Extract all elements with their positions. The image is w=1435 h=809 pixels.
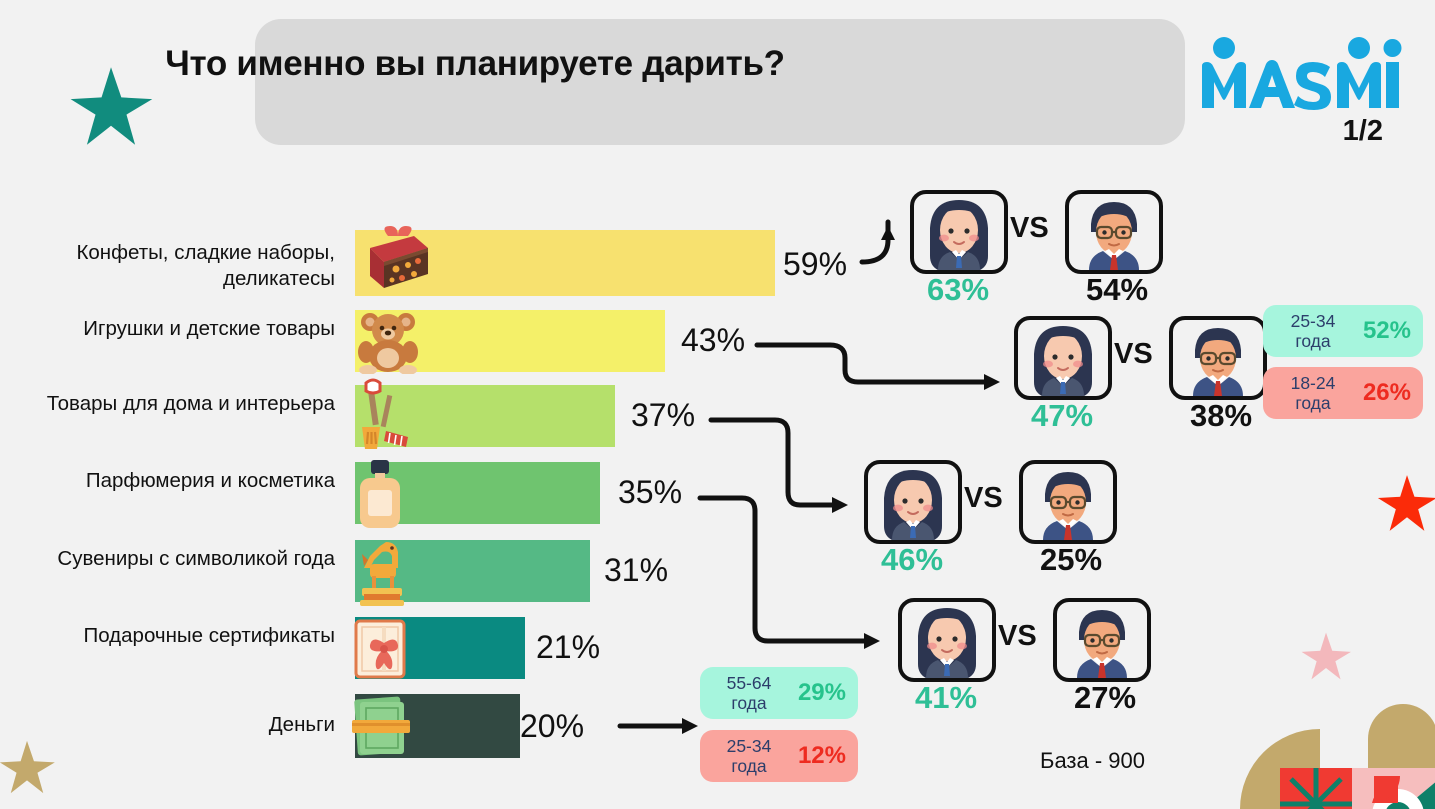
bar-label: Товары для дома и интерьера xyxy=(46,392,335,415)
bar-label: Конфеты, сладкие наборы, деликатесы xyxy=(76,241,335,290)
corner-decoration-graphic xyxy=(1240,704,1435,809)
age-badge-value: 12% xyxy=(797,742,846,769)
page-counter: 1/2 xyxy=(1342,115,1383,147)
teddy-bear-icon xyxy=(358,313,418,374)
vs-label: VS xyxy=(998,620,1037,652)
avatar-female xyxy=(864,460,962,544)
age-badge-toys-pink: 18-24 года 26% xyxy=(1263,367,1423,419)
comparison-female-value: 47% xyxy=(1031,398,1094,433)
avatar-male xyxy=(1065,190,1163,274)
avatar-male xyxy=(1169,316,1267,400)
bar-label: Подарочные сертификаты xyxy=(83,624,336,647)
age-badge-value: 26% xyxy=(1362,379,1411,406)
avatar-male xyxy=(1019,460,1117,544)
avatar-female xyxy=(1014,316,1112,400)
bar-value-6: 20% xyxy=(520,708,585,744)
chocolate-box-icon xyxy=(370,226,428,288)
gift-certificate-icon xyxy=(354,619,406,679)
age-badge-toys-mint: 25-34 года 52% xyxy=(1263,305,1423,357)
bar-value-5: 21% xyxy=(536,629,601,665)
base-note: База - 900 xyxy=(1040,748,1146,773)
bar-chart: Конфеты, сладкие наборы, деликатесы 59% … xyxy=(46,226,848,758)
star-pink-icon xyxy=(1301,632,1351,680)
horse-figurine-icon xyxy=(360,542,404,606)
age-unit: года xyxy=(731,756,767,776)
age-badge-money-mint: 55-64 года 29% xyxy=(700,667,858,719)
comparison-male-value: 54% xyxy=(1086,272,1149,307)
age-badge-label: 55-64 года xyxy=(700,673,798,713)
avatar-male xyxy=(1053,598,1151,682)
bar-value-2: 37% xyxy=(631,397,696,433)
masmi-logo xyxy=(1202,37,1402,110)
money-roll-icon xyxy=(352,696,410,756)
vs-label: VS xyxy=(1010,212,1049,244)
star-red-icon xyxy=(1377,475,1435,531)
age-range: 18-24 xyxy=(1290,373,1336,393)
star-teal-icon xyxy=(70,67,153,145)
age-badge-value: 29% xyxy=(797,679,846,706)
bar-label: Парфюмерия и косметика xyxy=(85,469,335,492)
age-unit: года xyxy=(1295,331,1331,351)
avatar-female xyxy=(898,598,996,682)
header-panel xyxy=(255,19,1185,145)
comparison-female-value: 63% xyxy=(927,272,990,307)
comparison-male-value: 27% xyxy=(1074,680,1137,715)
bar-label: Игрушки и детские товары xyxy=(83,317,335,340)
perfume-bottle-icon xyxy=(360,460,400,528)
bar-value-0: 59% xyxy=(783,246,848,282)
comparison-male-value: 25% xyxy=(1040,542,1103,577)
age-range: 25-34 xyxy=(726,736,772,756)
bar-value-4: 31% xyxy=(604,552,669,588)
age-range: 55-64 xyxy=(726,673,772,693)
age-badge-label: 18-24 года xyxy=(1263,373,1363,413)
comparison-female-value: 41% xyxy=(915,680,978,715)
age-unit: года xyxy=(1295,393,1331,413)
page-title: Что именно вы планируете дарить? xyxy=(165,44,785,83)
bar-label: Деньги xyxy=(268,713,335,736)
vs-label: VS xyxy=(1114,338,1153,370)
comparison-male-value: 38% xyxy=(1190,398,1253,433)
avatar-female xyxy=(910,190,1008,274)
comparison-female-value: 46% xyxy=(881,542,944,577)
bar-value-1: 43% xyxy=(681,322,746,358)
age-badge-label: 25-34 года xyxy=(700,736,798,776)
age-range: 25-34 xyxy=(1290,311,1336,331)
age-unit: года xyxy=(731,693,767,713)
age-badge-money-pink: 25-34 года 12% xyxy=(700,730,858,782)
age-badge-label: 25-34 года xyxy=(1263,311,1363,351)
garden-tools-icon xyxy=(362,378,408,449)
bar-label: Сувениры с символикой года xyxy=(57,547,335,570)
age-badge-value: 52% xyxy=(1362,317,1411,344)
vs-label: VS xyxy=(964,482,1003,514)
star-gold-icon xyxy=(0,740,55,794)
bar-value-3: 35% xyxy=(618,474,683,510)
